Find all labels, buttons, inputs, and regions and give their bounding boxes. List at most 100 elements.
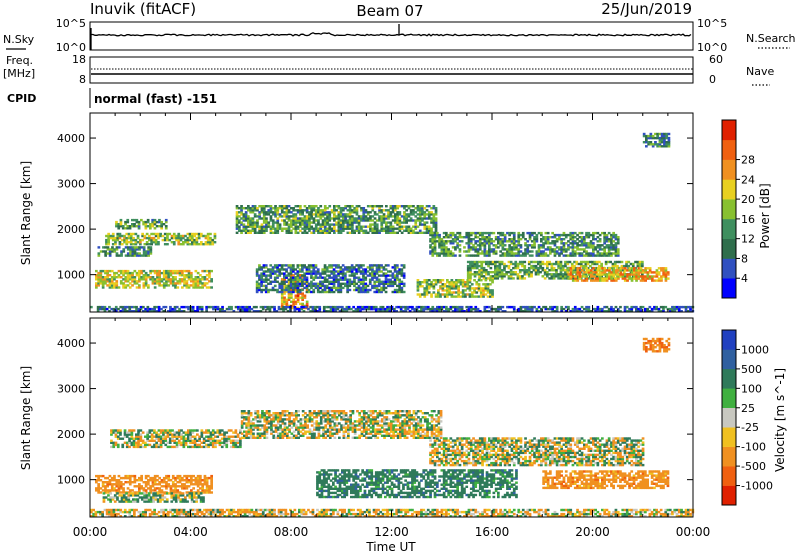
power-cell <box>512 277 515 280</box>
power-cell <box>114 236 117 240</box>
power-cell <box>664 271 668 274</box>
power-cell <box>337 290 340 294</box>
power-cell <box>448 289 451 292</box>
power-cell <box>585 250 588 253</box>
power-cell <box>276 223 280 226</box>
power-cell <box>150 236 153 240</box>
power-cell <box>480 275 484 278</box>
power-cell <box>303 266 306 269</box>
power-cell <box>328 219 332 222</box>
power-cell <box>200 305 204 309</box>
velocity-cell <box>108 479 112 482</box>
power-cell <box>373 270 377 273</box>
power-cell <box>128 278 132 281</box>
power-cell <box>653 275 656 278</box>
velocity-cell <box>208 485 211 488</box>
power-cell <box>299 217 302 220</box>
power-cell <box>357 231 361 234</box>
power-cell <box>312 282 316 285</box>
power-cell <box>135 305 138 309</box>
power-cell <box>651 134 655 138</box>
power-cell <box>128 276 132 279</box>
power-cell <box>660 132 664 136</box>
power-cell <box>348 280 352 283</box>
power-cell <box>290 300 293 303</box>
power-cell <box>296 211 300 214</box>
power-cell <box>391 231 395 234</box>
velocity-cell <box>132 492 135 495</box>
power-cell <box>614 252 618 255</box>
power-cell <box>573 254 577 257</box>
power-cell <box>160 220 163 224</box>
power-cell <box>162 271 166 275</box>
velocity-cell <box>143 498 146 501</box>
power-cell <box>102 250 105 253</box>
power-cell <box>551 240 554 243</box>
power-cell <box>483 238 487 241</box>
power-cell <box>305 268 309 271</box>
power-cell <box>344 276 347 279</box>
power-cell <box>687 310 690 313</box>
power-cell <box>144 280 148 283</box>
power-cell <box>218 310 222 313</box>
power-cell <box>128 286 132 289</box>
power-cell <box>533 244 536 247</box>
power-cell <box>616 307 620 311</box>
velocity-cell <box>138 496 142 499</box>
power-cell <box>124 276 128 279</box>
velocity-cell <box>210 491 213 494</box>
power-cell <box>310 209 313 212</box>
velocity-cell <box>133 485 137 488</box>
power-cell <box>467 246 471 249</box>
power-cell <box>442 240 446 243</box>
power-cell <box>594 277 598 280</box>
power-cell <box>508 252 511 255</box>
power-cell <box>104 276 107 279</box>
power-cell <box>546 248 550 251</box>
power-cell <box>382 286 386 290</box>
power-cell <box>398 278 401 281</box>
power-cell <box>573 236 577 239</box>
power-cell <box>244 229 248 232</box>
power-cell <box>310 284 313 288</box>
power-cell <box>375 276 379 279</box>
power-cell <box>548 269 551 272</box>
power-cell <box>378 219 381 222</box>
power-cell <box>651 136 655 140</box>
power-cell <box>562 231 566 235</box>
power-cell <box>478 242 482 245</box>
power-cell <box>332 305 335 309</box>
power-cell <box>128 305 132 309</box>
power-cell <box>587 244 591 247</box>
power-cell <box>326 207 329 210</box>
power-cell <box>200 232 203 236</box>
velocity-cell <box>138 479 141 482</box>
power-cell <box>434 221 438 224</box>
velocity-cell <box>140 487 143 490</box>
power-cell <box>262 264 266 267</box>
power-cell <box>205 305 208 309</box>
power-cell <box>382 288 386 292</box>
power-cell <box>319 272 322 275</box>
power-cell <box>429 233 432 237</box>
power-cell <box>603 310 606 313</box>
power-cell <box>439 287 442 290</box>
power-cell <box>342 209 345 212</box>
power-cell <box>433 307 437 311</box>
sky-left-label: N.Sky <box>3 33 35 46</box>
power-cell <box>142 276 146 279</box>
y-tick-label: 4000 <box>57 132 85 145</box>
power-cell <box>169 282 173 285</box>
velocity-cell <box>210 485 213 488</box>
power-cell <box>466 260 470 264</box>
power-cell <box>431 254 435 257</box>
power-cell <box>145 250 148 253</box>
power-cell <box>503 244 507 247</box>
power-cell <box>442 246 446 249</box>
power-cell <box>481 252 484 255</box>
power-cell <box>660 277 663 280</box>
power-cell <box>334 305 337 309</box>
power-cell <box>398 217 402 220</box>
power-cell <box>104 269 107 273</box>
power-cell <box>503 233 507 237</box>
